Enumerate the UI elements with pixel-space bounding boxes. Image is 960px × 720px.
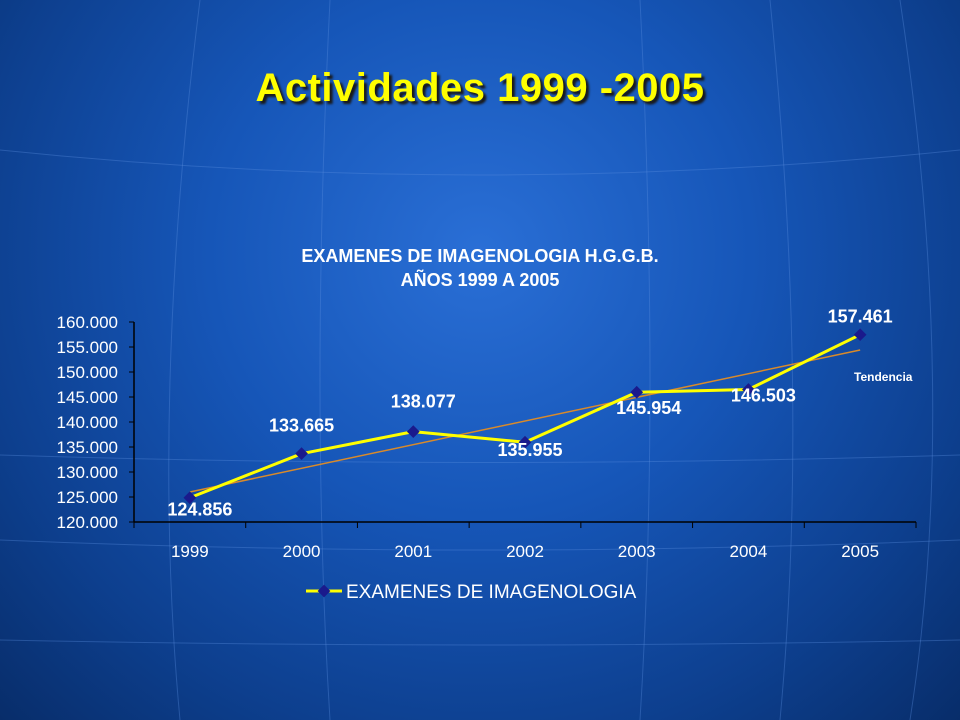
legend-label: EXAMENES DE IMAGENOLOGIA [346,582,637,603]
trendline-layer [189,349,861,493]
y-tick-label: 120.000 [57,513,118,532]
y-tick-label: 130.000 [57,463,118,482]
data-labels: 124.856 133.665 138.077 135.955 145.954 146.5… [167,307,892,520]
chart-axes [129,321,917,528]
data-point-marker [295,447,308,461]
x-tick-label: 2002 [506,542,544,561]
chart-subtitle: AÑOS 1999 A 2005 [401,269,560,290]
data-label: 124.856 [167,500,232,520]
legend-marker-swatch [317,584,331,598]
y-tick-label: 155.000 [57,338,118,357]
data-label: 133.665 [269,416,334,436]
data-label: 157.461 [828,307,893,327]
trendline-label: Tendencia [854,370,913,384]
y-tick-label: 140.000 [57,413,118,432]
legend: EXAMENES DE IMAGENOLOGIA [306,582,637,603]
data-label: 135.955 [497,440,562,460]
y-tick-label: 125.000 [57,488,118,507]
x-tick-label: 2000 [283,542,321,561]
x-tick-label: 2004 [730,542,768,561]
y-tick-label: 135.000 [57,438,118,457]
x-axis-tick-labels: 1999 2000 2001 2002 2003 2004 2005 [171,542,879,561]
y-axis-tick-labels: 120.000 125.000 130.000 135.000 140.000 145.0… [57,313,118,532]
data-label: 146.503 [731,385,796,405]
y-tick-label: 150.000 [57,363,118,382]
x-tick-label: 2001 [394,542,432,561]
data-label: 138.077 [391,392,456,412]
x-tick-label: 1999 [171,542,209,561]
x-tick-label: 2005 [841,542,879,561]
data-point-marker [406,425,420,438]
y-tick-label: 145.000 [57,388,118,407]
trendline [189,349,861,493]
chart-title: EXAMENES DE IMAGENOLOGIA H.G.G.B. [301,246,658,266]
data-point-marker [853,328,867,342]
x-tick-label: 2003 [618,542,656,561]
y-tick-label: 160.000 [57,313,118,332]
slide-title: Actividades 1999 -2005 [255,66,705,110]
data-label: 145.954 [616,398,681,418]
data-point-marker [183,491,197,505]
